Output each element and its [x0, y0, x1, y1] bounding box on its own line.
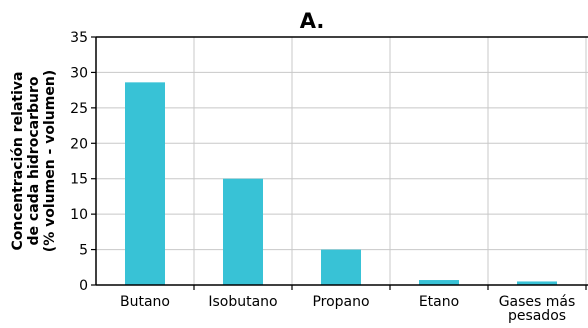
bar	[517, 281, 557, 285]
y-tick-label: 0	[79, 278, 88, 294]
y-tick-label: 10	[70, 207, 88, 223]
x-category-label: Gases más	[499, 294, 576, 310]
bar	[419, 280, 459, 285]
bar	[125, 82, 165, 285]
y-tick-label: 25	[70, 101, 88, 117]
x-category-label: Etano	[419, 294, 459, 310]
y-tick-label: 15	[70, 172, 88, 188]
axes	[91, 36, 588, 290]
y-axis-label: Concentración relativa de cada hidrocarbu…	[10, 70, 58, 252]
y-tick-labels: 0 5 10 15 20 25 30 35	[70, 30, 88, 294]
chart-title: A.	[300, 9, 325, 33]
x-category-label: Isobutano	[208, 294, 277, 310]
y-axis-label-line: de cada hidrocarburo	[26, 76, 42, 245]
x-category-labels: Butano Isobutano Propano Etano Gases máspesa…	[120, 294, 575, 324]
y-axis-label-line: (% volumen - volumen)	[42, 70, 58, 252]
grid	[96, 36, 588, 285]
bars	[125, 82, 557, 285]
y-tick-label: 5	[79, 243, 88, 259]
y-tick-label: 20	[70, 136, 88, 152]
y-tick-label: 35	[70, 30, 88, 46]
x-category-label: Butano	[120, 294, 170, 310]
y-tick-label: 30	[70, 65, 88, 81]
y-axis-label-line: Concentración relativa	[10, 72, 26, 251]
bar	[223, 178, 263, 285]
x-category-label: Propano	[312, 294, 369, 310]
bar	[321, 249, 361, 285]
x-category-label: pesados	[508, 308, 566, 324]
